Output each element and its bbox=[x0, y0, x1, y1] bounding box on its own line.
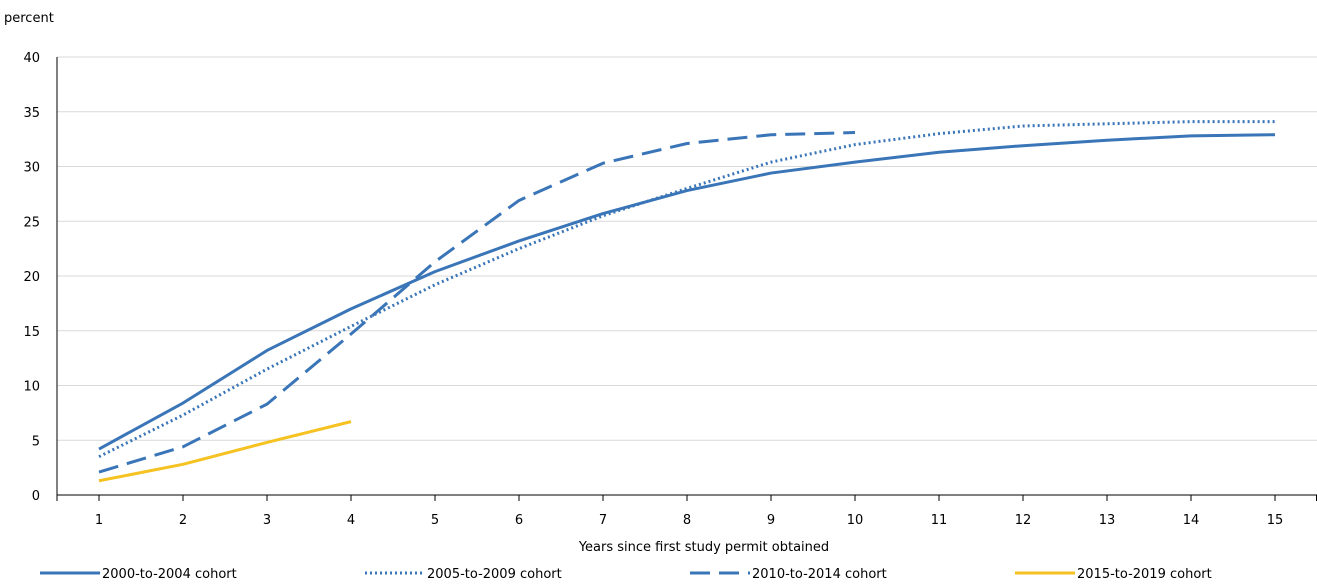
x-tick-label: 15 bbox=[1267, 513, 1284, 528]
y-tick-label: 30 bbox=[23, 161, 40, 176]
x-tick-label: 8 bbox=[683, 513, 691, 528]
x-axis-title: Years since first study permit obtained bbox=[578, 540, 829, 555]
y-tick-label: 25 bbox=[23, 215, 40, 230]
y-tick-label: 20 bbox=[23, 270, 40, 285]
x-tick-label: 2 bbox=[179, 513, 187, 528]
legend-label-1: 2000-to-2004 cohort bbox=[102, 567, 237, 582]
series-line-2 bbox=[98, 120, 1275, 459]
x-tick-label: 12 bbox=[1015, 513, 1032, 528]
x-tick-label: 14 bbox=[1183, 513, 1200, 528]
y-axis-title: percent bbox=[4, 11, 54, 26]
x-tick-label: 9 bbox=[767, 513, 775, 528]
series-line-3 bbox=[98, 131, 856, 474]
legend-label-4: 2015-to-2019 cohort bbox=[1077, 567, 1212, 582]
x-tick-label: 6 bbox=[515, 513, 523, 528]
y-tick-label: 35 bbox=[23, 106, 40, 121]
y-tick-label: 15 bbox=[23, 325, 40, 340]
x-tick-label: 13 bbox=[1099, 513, 1116, 528]
x-tick-label: 10 bbox=[847, 513, 864, 528]
legend-label-3: 2010-to-2014 cohort bbox=[752, 567, 887, 582]
series-line-4 bbox=[98, 420, 352, 483]
y-tick-label: 10 bbox=[23, 380, 40, 395]
x-tick-label: 4 bbox=[347, 513, 355, 528]
x-tick-label: 11 bbox=[931, 513, 948, 528]
series-lines bbox=[98, 120, 1276, 483]
legend-label-2: 2005-to-2009 cohort bbox=[427, 567, 562, 582]
y-tick-label: 40 bbox=[23, 51, 40, 66]
y-tick-label: 5 bbox=[32, 434, 40, 449]
x-tick-label: 5 bbox=[431, 513, 439, 528]
x-tick-label: 1 bbox=[95, 513, 103, 528]
gridlines bbox=[57, 56, 1317, 441]
y-tick-label: 0 bbox=[32, 489, 40, 504]
series-line-1 bbox=[98, 133, 1276, 451]
x-tick-label: 3 bbox=[263, 513, 271, 528]
legend: 2000-to-2004 cohort 2005-to-2009 cohort 20… bbox=[40, 567, 1212, 582]
x-tick-label: 7 bbox=[599, 513, 607, 528]
